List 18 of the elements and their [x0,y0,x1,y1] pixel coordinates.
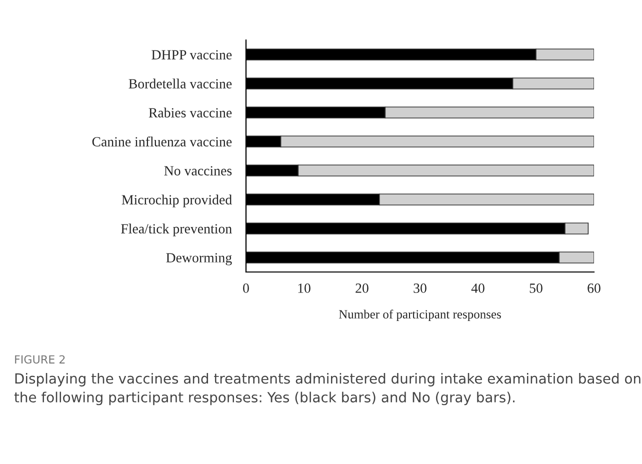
y-tick-label: Canine influenza vaccine [92,136,232,146]
x-tick-label: 60 [588,284,600,293]
x-tick-label: 30 [414,284,426,293]
x-tick-label: 40 [471,284,484,293]
y-tick-label: Rabies vaccine [148,108,232,118]
text: Displaying the vaccines and treatments administered during intake examination based on the following participant responses: Yes (black bars) and No (gray bars). [14,373,640,406]
x-tick-label: 0 [243,284,249,293]
y-tick-label: DHPP vaccine [152,50,232,60]
x-axis-title: Number of participant responses [338,310,501,322]
y-tick-label: No vaccines [164,166,232,176]
y-tick-label: Microchip provided [122,194,232,208]
caption: FIGURE 2 [15,355,65,364]
x-tick-label: 50 [530,284,542,293]
x-tick-label: 20 [356,284,368,293]
y-tick-label: Bordetella vaccine [128,78,232,88]
x-tick-label: 10 [298,284,310,293]
y-tick-label: Flea/tick prevention [121,224,232,236]
y-tick-label: Deworming [166,253,232,266]
